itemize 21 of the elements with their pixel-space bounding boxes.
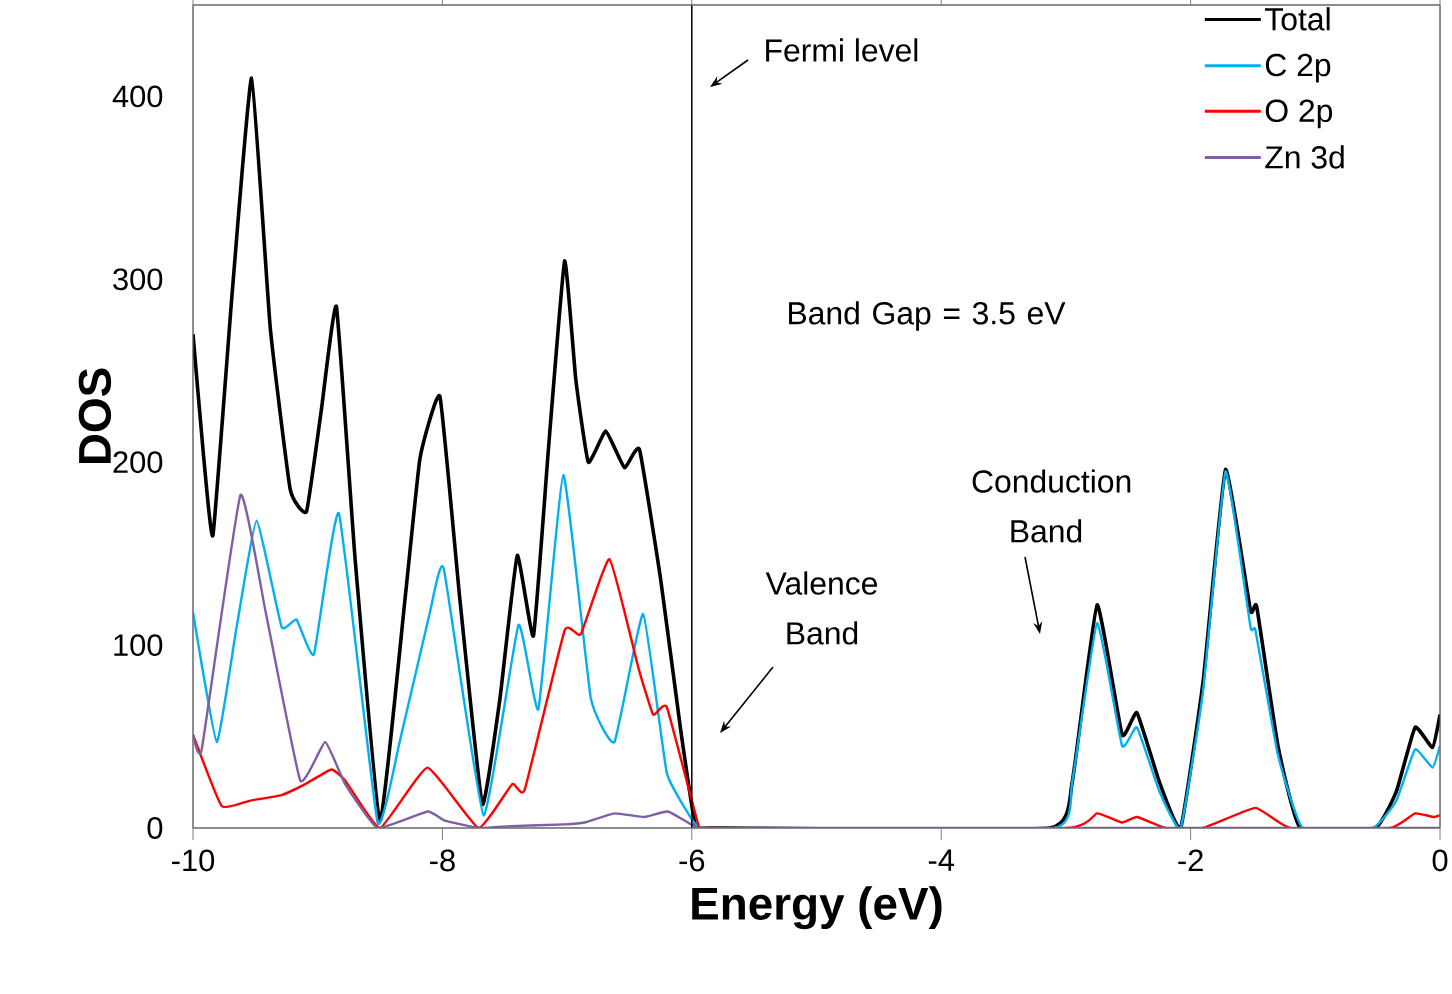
annotation: Conduction Band bbox=[972, 469, 1131, 543]
legend-label: C 2p bbox=[1265, 53, 1331, 83]
x-tick-label: -6 bbox=[679, 849, 705, 872]
ref-line-label: Fermi level bbox=[766, 38, 918, 62]
y-tick-label: 0 bbox=[147, 817, 163, 839]
x-tick-label: -8 bbox=[430, 849, 455, 872]
x-tick-label: -10 bbox=[172, 849, 215, 872]
legend-label: Zn 3d bbox=[1265, 145, 1344, 169]
x-tick-label: -4 bbox=[928, 849, 955, 871]
y-tick-label: 300 bbox=[113, 268, 163, 291]
y-axis-title: DOS bbox=[78, 368, 112, 464]
legend-label: Total bbox=[1265, 7, 1330, 31]
x-tick-label: -2 bbox=[1178, 849, 1203, 872]
y-tick-label: 200 bbox=[113, 451, 163, 474]
legend-label: O 2p bbox=[1265, 99, 1333, 129]
x-tick-label: 0 bbox=[1432, 849, 1448, 872]
annotation: Band Gap = 3.5 eV bbox=[789, 301, 1066, 331]
y-tick-label: 100 bbox=[114, 634, 163, 657]
y-tick-label: 400 bbox=[112, 85, 163, 108]
annotation: Valence Band bbox=[765, 571, 877, 645]
x-axis-title: Energy (eV) bbox=[692, 886, 942, 930]
